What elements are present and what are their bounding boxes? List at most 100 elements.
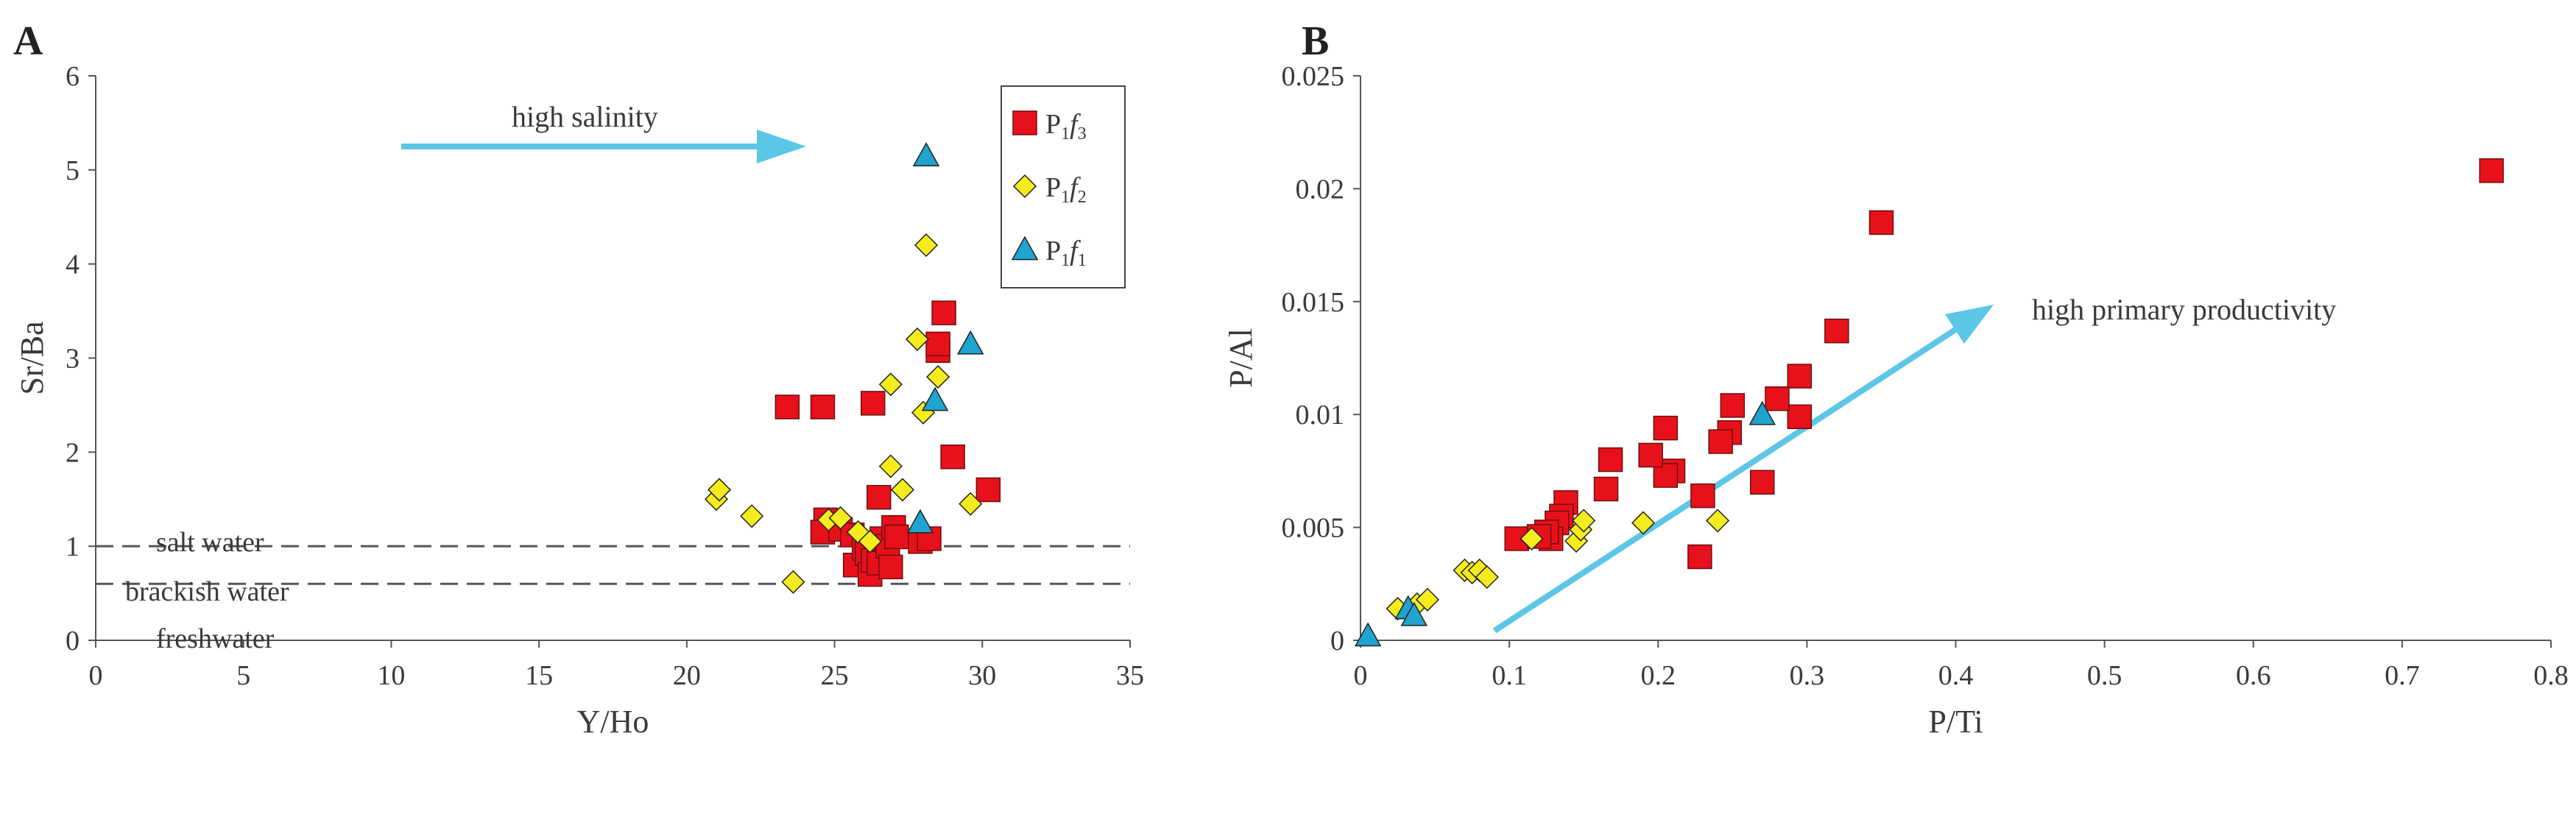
y-tick-label: 0.025 <box>1282 61 1345 92</box>
x-tick-label: 35 <box>1116 660 1144 691</box>
data-point-p2 <box>1415 587 1440 612</box>
data-point-p2 <box>1706 509 1730 533</box>
y-tick-label: 0.005 <box>1282 513 1345 544</box>
data-point-p3 <box>867 484 892 510</box>
x-tick-label: 0.5 <box>2087 660 2122 691</box>
data-point-p3 <box>884 524 909 550</box>
legend-marker-p3 <box>1012 110 1037 135</box>
data-point-p3 <box>931 300 956 325</box>
data-point-p3 <box>861 391 886 416</box>
productivity-arrow-head <box>1945 305 1994 344</box>
data-point-p2 <box>905 327 930 351</box>
data-point-p2 <box>959 492 983 516</box>
data-point-p1 <box>912 142 940 167</box>
chart-b-axes: 0 0.1 0.2 0.3 0.4 0.5 0.6 0.7 0.8 0 0.005 0.01 0.015… <box>1223 61 2569 740</box>
chart-a-points <box>704 142 1001 594</box>
y-axis-label: P/Al <box>1223 328 1259 388</box>
data-point-p3 <box>1598 447 1623 473</box>
x-tick-label: 0.1 <box>1492 660 1527 691</box>
x-tick-label: 0.7 <box>2385 660 2420 691</box>
data-point-p2 <box>1475 565 1499 590</box>
data-point-p3 <box>1653 463 1679 488</box>
chart-a-axes: 0 5 10 15 20 25 30 35 0 1 2 3 4 5 6 Y/Ho Sr/Ba <box>14 61 1144 740</box>
data-point-p3 <box>1687 544 1712 570</box>
x-tick-label: 0.2 <box>1641 660 1676 691</box>
data-point-p2 <box>878 372 903 397</box>
zone-label-brackish-water: brackish water <box>125 576 289 607</box>
zone-label-freshwater: freshwater <box>156 623 275 654</box>
data-point-p3 <box>774 394 800 420</box>
salinity-arrow <box>401 130 806 163</box>
x-tick-label: 20 <box>673 660 701 691</box>
legend-marker-p1 <box>1011 236 1039 261</box>
y-tick-label: 5 <box>66 155 80 186</box>
data-point-p2 <box>926 365 950 389</box>
y-tick-label: 0 <box>1330 626 1344 656</box>
x-tick-label: 10 <box>377 660 405 691</box>
data-point-p3 <box>1653 415 1679 441</box>
data-point-p1 <box>1400 601 1428 626</box>
data-point-p3 <box>2479 158 2504 183</box>
data-point-p3 <box>1869 210 1894 236</box>
zone-label-salt-water: salt water <box>156 527 264 558</box>
x-tick-label: 25 <box>821 660 849 691</box>
x-tick-label: 0.4 <box>1938 660 1974 691</box>
salinity-arrow-head <box>757 130 806 163</box>
x-tick-label: 0.3 <box>1790 660 1825 691</box>
data-point-p3 <box>1690 483 1715 509</box>
chart-b-points <box>1354 158 2504 647</box>
x-tick-label: 30 <box>968 660 996 691</box>
productivity-arrow <box>1492 305 1994 634</box>
y-tick-label: 0 <box>66 626 80 656</box>
x-tick-label: 5 <box>236 660 250 691</box>
y-tick-label: 6 <box>66 61 80 92</box>
y-tick-label: 2 <box>66 437 80 468</box>
x-tick-label: 15 <box>525 660 553 691</box>
productivity-arrow-shaft <box>1492 322 1964 634</box>
panel-b-letter: B <box>1302 18 1329 64</box>
x-tick-label: 0.6 <box>2236 660 2271 691</box>
y-tick-label: 0.015 <box>1282 287 1345 318</box>
y-tick-label: 3 <box>66 344 80 375</box>
data-point-p3 <box>878 554 903 580</box>
x-tick-label: 0 <box>1354 660 1368 691</box>
y-tick-label: 1 <box>66 531 80 562</box>
data-point-p3 <box>1765 386 1790 411</box>
annotation-high-primary-productivity: high primary productivity <box>2032 293 2336 326</box>
data-point-p2 <box>858 529 882 553</box>
data-point-p3 <box>1593 476 1619 502</box>
data-point-p1 <box>956 330 984 355</box>
data-point-p2 <box>890 478 914 502</box>
data-point-p3 <box>1720 393 1746 418</box>
data-point-p1 <box>1354 622 1382 647</box>
y-tick-label: 4 <box>66 249 80 280</box>
chart-a: 0 5 10 15 20 25 30 35 0 1 2 3 4 5 6 Y/Ho Sr/Ba salt wate… <box>14 61 1144 740</box>
x-tick-label: 0.8 <box>2533 660 2569 691</box>
data-point-p3 <box>1824 318 1849 344</box>
data-point-p2 <box>707 478 732 502</box>
data-point-p2 <box>1572 509 1596 533</box>
y-tick-label: 0.01 <box>1296 400 1345 431</box>
panel-a-letter: A <box>13 18 43 64</box>
data-point-p3 <box>1787 404 1813 430</box>
data-point-p3 <box>1787 364 1813 389</box>
data-point-p2 <box>828 506 853 530</box>
data-point-p2 <box>1520 526 1544 551</box>
data-point-p2 <box>781 570 805 594</box>
data-point-p3 <box>925 331 950 357</box>
data-point-p3 <box>1708 429 1733 454</box>
data-point-p3 <box>1638 442 1663 468</box>
x-tick-label: 0 <box>89 660 103 691</box>
data-point-p2 <box>1631 511 1656 535</box>
data-point-p1 <box>1748 400 1776 425</box>
data-point-p2 <box>914 233 939 258</box>
data-point-p2 <box>878 454 903 478</box>
y-tick-label: 0.02 <box>1296 174 1345 205</box>
y-axis-label: Sr/Ba <box>14 321 50 394</box>
data-point-p1 <box>906 509 934 534</box>
data-point-p3 <box>975 477 1001 503</box>
chart-b: 0 0.1 0.2 0.3 0.4 0.5 0.6 0.7 0.8 0 0.005 0.01 0.015… <box>1223 61 2569 740</box>
legend-marker-p2 <box>1012 174 1037 199</box>
